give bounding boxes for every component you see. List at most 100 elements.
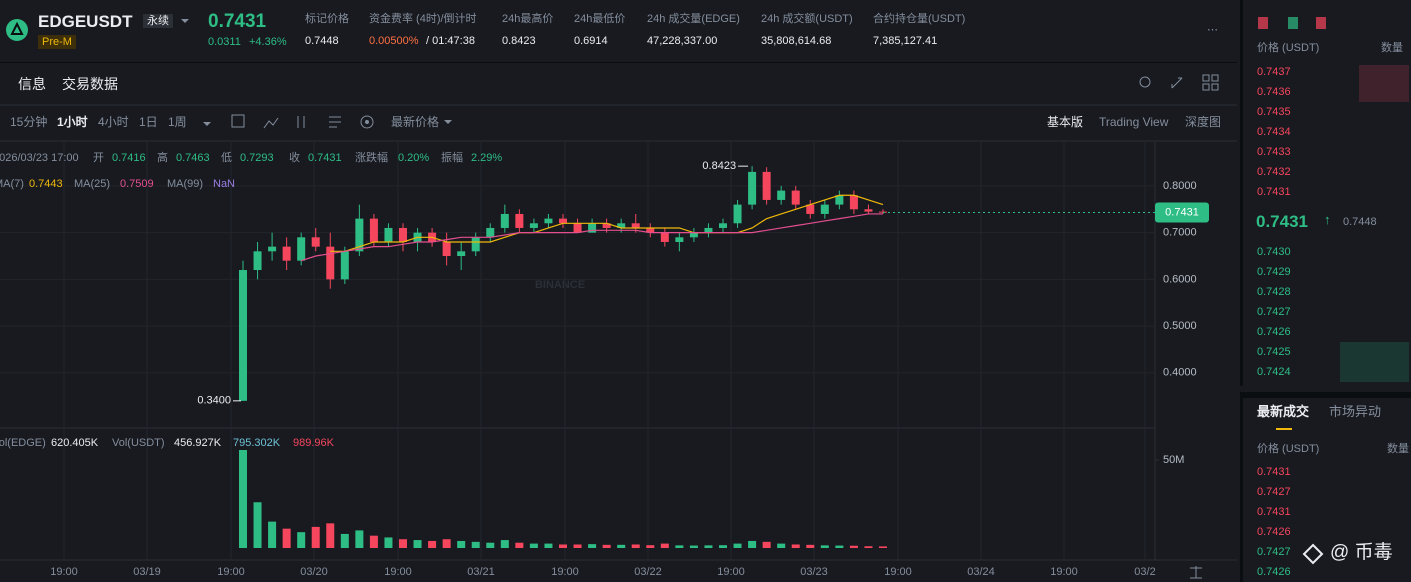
tabs[interactable]: 信息 <box>18 76 46 92</box>
volume-bar <box>719 545 727 548</box>
contract-tag[interactable]: 永续 <box>143 14 173 28</box>
prices: 0.7427 <box>1257 546 1291 558</box>
last-price-label: 0.7431 <box>1165 206 1199 218</box>
price-type[interactable]: 最新价格 <box>391 115 440 129</box>
asks: 0.7434 <box>1257 126 1291 138</box>
value: 0.6914 <box>574 35 608 47</box>
y-tick-label: 0.4000 <box>1163 367 1197 379</box>
value: 0.00500% <box>369 35 419 47</box>
x-tick-label: 19:00 <box>50 566 78 578</box>
intervals[interactable]: 1小时 <box>57 115 88 129</box>
volume-bar <box>486 542 495 548</box>
ma7-line <box>330 194 884 252</box>
volume-bar <box>879 546 887 548</box>
label: 涨跌幅 <box>355 152 388 164</box>
badge: Pre-M <box>38 35 76 49</box>
label: 合约持仓量(USDT) <box>873 13 966 25</box>
value: 0.7448 <box>305 35 339 47</box>
label: MA(25) <box>74 178 111 190</box>
label: 资金费率 (4时)/倒计时 <box>369 13 477 25</box>
volume-bar <box>602 544 611 548</box>
volume-bar <box>500 540 509 548</box>
volume-bar <box>733 543 742 548</box>
candle-body <box>748 171 757 205</box>
extra: / 01:47:38 <box>426 35 475 47</box>
value: 35,808,614.68 <box>761 35 832 47</box>
x-tick-label: 19:00 <box>884 566 912 578</box>
x-tick-label: 03/2 <box>1134 566 1155 578</box>
volume-bar <box>689 545 698 548</box>
candle-body <box>297 237 306 261</box>
volume-bar <box>588 544 597 548</box>
views[interactable]: Trading View <box>1099 115 1169 129</box>
volume-bar <box>428 540 437 548</box>
asks: 0.7432 <box>1257 166 1291 178</box>
volume-bar <box>849 545 858 548</box>
change-pct: +4.36% <box>249 36 287 48</box>
candle-body <box>311 237 320 247</box>
volume-bar <box>777 543 786 548</box>
candle-body <box>835 195 844 205</box>
candle-body <box>704 227 713 233</box>
value: 47,228,337.00 <box>647 35 718 47</box>
candle-body <box>675 237 684 242</box>
volume-bar <box>762 541 771 548</box>
volume-bar <box>617 544 626 548</box>
volume-bar <box>311 526 320 548</box>
candle-body <box>355 218 364 252</box>
value: 0.7509 <box>120 178 154 190</box>
volume-bar <box>559 544 567 548</box>
volume-bar <box>442 539 451 548</box>
intervals[interactable]: 4小时 <box>98 115 129 129</box>
symbol: EDGEUSDT <box>38 12 133 31</box>
candle-body <box>617 223 626 228</box>
label: 开 <box>93 152 104 164</box>
bids: 0.7430 <box>1257 246 1291 258</box>
views[interactable]: 基本版 <box>1047 115 1084 129</box>
label: 收 <box>289 152 300 164</box>
bids: 0.7426 <box>1257 326 1291 338</box>
x-tick-label: 03/20 <box>300 566 328 578</box>
volume-bar <box>239 449 247 548</box>
value: 7,385,127.41 <box>873 35 938 47</box>
volume-bar <box>704 545 713 548</box>
label: MA(7) <box>0 178 24 190</box>
value: 0.20% <box>398 152 430 164</box>
tabs[interactable]: 市场异动 <box>1329 404 1382 419</box>
volume-bar <box>268 521 277 548</box>
tabs[interactable]: 最新成交 <box>1257 404 1310 419</box>
intervals[interactable]: 1日 <box>139 115 158 129</box>
bids: 0.7428 <box>1257 286 1291 298</box>
label: 24h 成交量(EDGE) <box>647 13 740 25</box>
label: 24h最低价 <box>574 13 626 25</box>
price-header: 价格 (USDT) <box>1257 42 1320 54</box>
views[interactable]: 深度图 <box>1185 115 1222 129</box>
candle-body <box>239 270 247 401</box>
y-tick-label: 0.6000 <box>1163 273 1197 285</box>
intervals[interactable]: 15分钟 <box>10 115 48 129</box>
volume-bar <box>820 545 829 548</box>
volume-bar <box>340 533 349 548</box>
candle-body <box>515 213 524 228</box>
volume-bar <box>573 544 582 548</box>
volume-bar <box>806 544 815 548</box>
tabs[interactable]: 交易数据 <box>62 76 118 92</box>
price-header: 价格 (USDT) <box>1257 443 1320 455</box>
volume-bar <box>326 523 335 548</box>
candle-body <box>646 227 655 233</box>
candle-body <box>500 213 509 228</box>
y-tick-label: 0.8000 <box>1163 180 1197 192</box>
value: 0.7443 <box>29 178 63 190</box>
x-tick-label: 19:00 <box>551 566 579 578</box>
low-label: 0.3400 <box>197 395 231 407</box>
volume-bar <box>646 545 655 548</box>
intervals[interactable]: 1周 <box>168 115 187 129</box>
candle-body <box>719 223 727 228</box>
volume-bar <box>864 546 873 548</box>
candle-body <box>777 190 786 200</box>
candle-body <box>588 223 597 233</box>
candle-body <box>559 218 567 224</box>
bids: 0.7425 <box>1257 346 1291 358</box>
asks: 0.7433 <box>1257 146 1291 158</box>
candle-body <box>282 246 291 261</box>
